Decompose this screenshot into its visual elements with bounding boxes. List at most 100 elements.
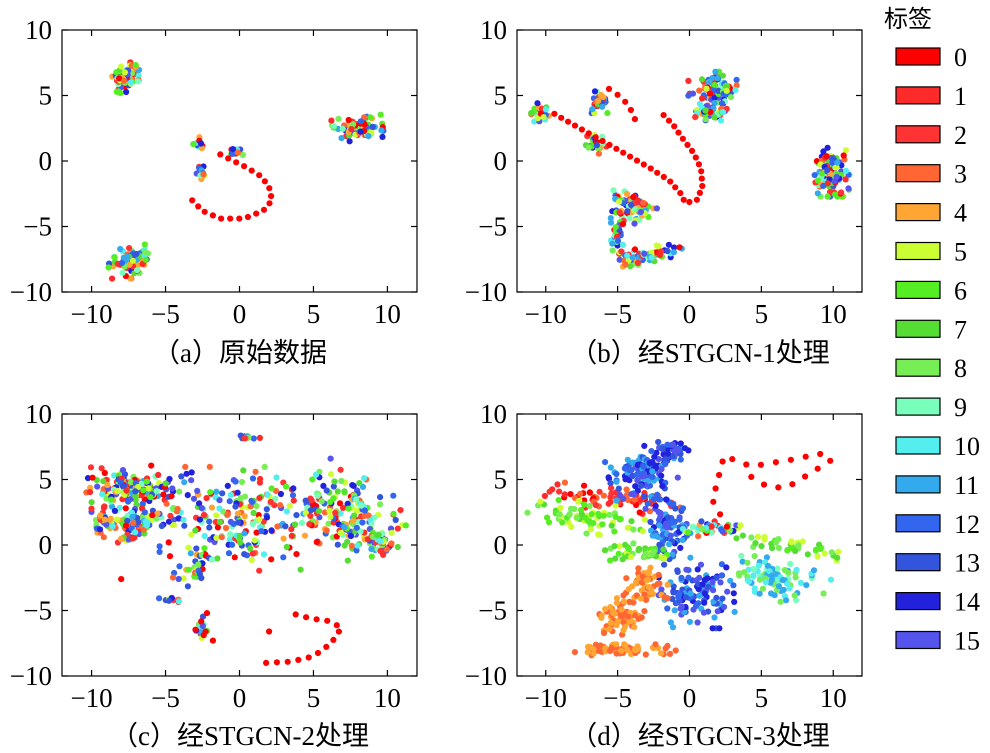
scatter-point bbox=[162, 480, 169, 487]
scatter-point bbox=[361, 475, 368, 482]
scatter-point bbox=[664, 605, 671, 612]
scatter-point bbox=[222, 524, 230, 532]
scatter-point bbox=[619, 241, 627, 248]
scatter-point bbox=[185, 544, 192, 551]
scatter-point bbox=[817, 545, 824, 553]
scatter-point bbox=[702, 107, 709, 114]
scatter-point bbox=[771, 592, 778, 599]
scatter-point bbox=[763, 554, 771, 561]
scatter-point bbox=[643, 596, 650, 604]
scatter-point bbox=[613, 641, 620, 648]
scatter-point bbox=[642, 505, 649, 512]
scatter-point bbox=[227, 215, 234, 222]
scatter-point bbox=[817, 450, 824, 458]
scatter-point bbox=[714, 608, 721, 615]
scatter-point bbox=[838, 189, 845, 196]
scatter-point bbox=[142, 256, 149, 263]
scatter-point bbox=[821, 550, 828, 557]
scatter-point bbox=[631, 220, 638, 227]
scatter-point bbox=[639, 573, 646, 580]
scatter-point bbox=[739, 532, 747, 539]
scatter-point bbox=[339, 125, 346, 132]
scatter-point bbox=[832, 191, 839, 198]
scatter-point bbox=[647, 518, 654, 526]
panel-caption: （c）经STGCN-2处理 bbox=[111, 721, 369, 751]
scatter-point bbox=[842, 167, 850, 174]
scatter-point bbox=[741, 569, 748, 576]
scatter-point bbox=[685, 447, 692, 454]
scatter-point bbox=[641, 442, 648, 449]
y-tick-label: −5 bbox=[23, 212, 52, 242]
scatter-point bbox=[565, 118, 572, 125]
scatter-point bbox=[650, 496, 658, 503]
scatter-point bbox=[616, 492, 623, 499]
scatter-point bbox=[689, 90, 697, 97]
scatter-point bbox=[608, 490, 615, 497]
scatter-point bbox=[671, 244, 678, 251]
scatter-point bbox=[727, 577, 734, 584]
scatter-point bbox=[671, 123, 678, 130]
scatter-point bbox=[662, 461, 669, 468]
scatter-point bbox=[658, 466, 665, 473]
scatter-point bbox=[345, 505, 352, 512]
legend-item: 9 bbox=[895, 393, 967, 422]
scatter-point bbox=[575, 498, 582, 505]
scatter-point bbox=[365, 133, 372, 140]
scatter-point bbox=[652, 641, 659, 648]
scatter-point bbox=[711, 81, 718, 88]
scatter-point bbox=[619, 221, 627, 228]
scatter-point bbox=[647, 564, 654, 571]
scatter-point bbox=[555, 497, 562, 504]
scatter-point bbox=[302, 497, 309, 504]
scatter-point bbox=[611, 610, 619, 617]
x-tick-label: 5 bbox=[755, 683, 769, 713]
scatter-point bbox=[606, 511, 613, 518]
scatter-point bbox=[669, 441, 677, 448]
scatter-point bbox=[241, 551, 248, 558]
scatter-point bbox=[607, 557, 614, 564]
scatter-point bbox=[654, 169, 661, 176]
scatter-point bbox=[631, 612, 638, 619]
scatter-point bbox=[338, 135, 345, 142]
scatter-point bbox=[253, 210, 260, 217]
scatter-point bbox=[165, 539, 172, 546]
scatter-point bbox=[827, 576, 835, 583]
legend-label: 10 bbox=[954, 432, 980, 461]
legend-item: 5 bbox=[895, 238, 967, 267]
scatter-point bbox=[827, 457, 834, 464]
scatter-point bbox=[568, 523, 575, 531]
scatter-point bbox=[641, 516, 649, 523]
scatter-point bbox=[652, 532, 659, 540]
scatter-point bbox=[627, 553, 635, 561]
scatter-point bbox=[696, 87, 703, 94]
scatter-point bbox=[648, 459, 656, 466]
scatter-point bbox=[716, 471, 723, 479]
scatter-point bbox=[124, 517, 131, 525]
scatter-point bbox=[351, 512, 358, 519]
scatter-point bbox=[119, 269, 126, 276]
scatter-point bbox=[268, 556, 275, 563]
legend-label: 13 bbox=[954, 549, 980, 578]
scatter-point bbox=[647, 589, 654, 596]
scatter-point bbox=[716, 625, 723, 632]
scatter-point bbox=[613, 650, 620, 657]
scatter-point bbox=[733, 82, 740, 89]
scatter-point bbox=[585, 144, 592, 151]
scatter-point bbox=[327, 513, 334, 520]
scatter-point bbox=[561, 491, 568, 498]
scatter-point bbox=[689, 523, 696, 530]
scatter-point bbox=[581, 482, 588, 489]
scatter-point bbox=[354, 542, 361, 549]
scatter-point bbox=[218, 215, 225, 222]
scatter-point bbox=[213, 488, 220, 495]
scatter-point bbox=[714, 75, 721, 82]
x-tick-label: 10 bbox=[374, 299, 401, 329]
scatter-point bbox=[710, 587, 717, 594]
scatter-point bbox=[323, 643, 330, 651]
scatter-point bbox=[388, 529, 395, 537]
scatter-point bbox=[101, 516, 109, 523]
scatter-point bbox=[165, 597, 173, 604]
scatter-point bbox=[253, 529, 260, 536]
scatter-point bbox=[206, 524, 213, 531]
scatter-point bbox=[814, 177, 822, 184]
